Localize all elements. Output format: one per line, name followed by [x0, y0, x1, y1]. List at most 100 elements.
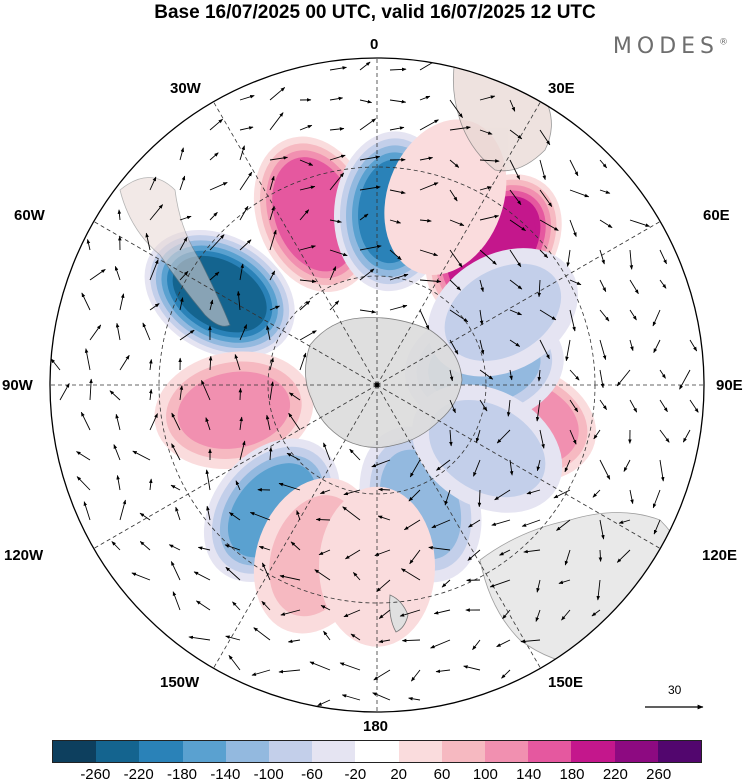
wind-vector: [323, 630, 331, 641]
wind-vector: [315, 517, 331, 522]
wind-vector: [239, 263, 244, 281]
wind-vector: [449, 159, 460, 168]
wind-vector: [659, 459, 665, 482]
wind-vector: [378, 609, 391, 619]
wind-vector: [449, 125, 471, 131]
wind-vector: [208, 355, 213, 371]
wind-vector: [409, 459, 421, 478]
map-title: Base 16/07/2025 00 UTC, valid 16/07/2025…: [154, 2, 596, 23]
wind-vector: [410, 669, 421, 682]
map-boundary: [49, 57, 705, 713]
wind-vector: [561, 609, 571, 621]
wind-vector: [539, 249, 549, 259]
anomaly-contour: [334, 504, 420, 630]
wind-vector: [479, 309, 484, 326]
wind-vector: [319, 489, 331, 495]
wind-vector: [449, 219, 465, 226]
wind-vector: [569, 399, 579, 413]
wind-vector: [599, 159, 607, 169]
wind-vector: [149, 303, 160, 311]
colorbar-swatch: [398, 741, 442, 762]
wind-vector: [569, 369, 580, 381]
wind-vector: [593, 429, 601, 440]
wind-vector: [359, 61, 371, 71]
wind-vector: [278, 482, 301, 491]
wind-vector: [378, 639, 391, 644]
lon-label-150w: 150W: [160, 674, 200, 691]
anomaly-field: [144, 119, 597, 647]
wind-vector: [599, 519, 605, 540]
wind-vector: [239, 440, 246, 461]
wind-vector: [109, 390, 121, 401]
wind-vector: [50, 358, 61, 371]
wind-vector: [209, 212, 218, 221]
wind-vector: [449, 309, 469, 323]
colorbar-swatch: [485, 741, 529, 762]
wind-vector: [389, 273, 409, 281]
wind-vector: [238, 387, 243, 401]
wind-vector: [209, 152, 219, 161]
wind-vector: [409, 549, 421, 565]
meridian-line: [93, 221, 378, 386]
wind-vector: [89, 324, 102, 341]
wind-vector: [269, 357, 274, 371]
wind-vector: [279, 574, 301, 581]
wind-vector: [537, 369, 542, 382]
wind-vector: [449, 279, 461, 291]
lon-label-120e: 120E: [702, 547, 738, 564]
wind-vector: [206, 505, 211, 521]
wind-vector: [89, 378, 93, 401]
wind-vector: [419, 156, 434, 161]
wind-vector: [537, 279, 542, 298]
wind-vector: [653, 519, 661, 535]
wind-vector: [288, 412, 301, 431]
wind-vector: [323, 442, 331, 461]
wind-vector: [569, 189, 590, 198]
colorbar-tick-label: -220: [123, 766, 154, 783]
wind-vector: [623, 459, 631, 472]
wind-vector: [599, 339, 607, 361]
wind-vector: [269, 205, 275, 221]
wind-vector: [408, 696, 421, 701]
wind-vector: [119, 293, 125, 311]
meridian-line: [93, 384, 378, 549]
colorbar-tick-label: 140: [516, 766, 542, 783]
wind-vector: [329, 66, 347, 71]
lon-label-90e: 90E: [716, 377, 743, 394]
wind-vector: [479, 186, 492, 191]
wind-vector: [569, 219, 577, 237]
wind-vector: [489, 579, 511, 588]
wind-vector: [373, 669, 391, 681]
wind-vector: [268, 446, 273, 461]
wind-vector: [280, 609, 301, 616]
colorbar-swatch: [269, 741, 313, 762]
wind-vector: [682, 429, 691, 443]
wind-vectors: [50, 59, 699, 707]
colorbar-swatch: [657, 741, 702, 762]
wind-vector: [329, 96, 344, 101]
wind-vector: [509, 249, 522, 268]
wind-vector: [179, 297, 184, 311]
wind-vector: [149, 204, 164, 221]
wind-vector: [84, 348, 91, 371]
wind-vector: [629, 339, 634, 352]
wind-vector: [569, 309, 576, 332]
wind-vector: [591, 609, 601, 617]
wind-vector: [170, 484, 181, 491]
wind-vector: [266, 325, 271, 341]
wind-vector: [444, 489, 451, 506]
wind-vector: [430, 639, 451, 649]
wind-vector: [170, 561, 181, 581]
wind-vector: [342, 506, 361, 521]
wind-vector: [378, 487, 391, 492]
wind-vector: [539, 129, 551, 146]
wind-vector: [592, 489, 601, 498]
wind-vector: [496, 639, 511, 648]
wind-vector: [320, 604, 331, 611]
wind-vector: [629, 309, 637, 321]
wind-vector: [479, 214, 500, 221]
meridian-line: [376, 221, 661, 386]
wind-vector: [235, 480, 241, 491]
wind-vector: [359, 99, 373, 104]
wind-vector: [142, 322, 151, 341]
